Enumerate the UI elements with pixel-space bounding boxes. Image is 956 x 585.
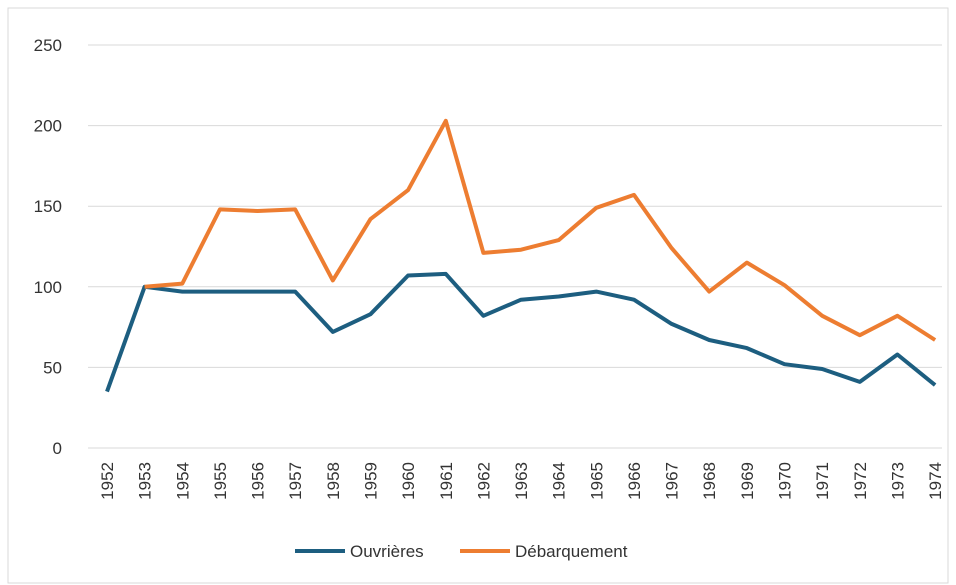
- legend-label: Débarquement: [515, 542, 628, 561]
- x-tick-label: 1957: [286, 462, 305, 500]
- y-tick-label: 100: [34, 278, 62, 297]
- chart-border: [7, 7, 949, 584]
- x-tick-label: 1964: [550, 462, 569, 500]
- x-tick-label: 1968: [700, 462, 719, 500]
- y-tick-label: 150: [34, 197, 62, 216]
- x-tick-label: 1954: [173, 462, 192, 500]
- x-tick-label: 1960: [399, 462, 418, 500]
- x-tick-label: 1953: [136, 462, 155, 500]
- x-tick-label: 1952: [98, 462, 117, 500]
- x-tick-label: 1962: [474, 462, 493, 500]
- series-line: [105, 271, 937, 393]
- x-tick-label: 1958: [324, 462, 343, 500]
- y-tick-label: 250: [34, 36, 62, 55]
- y-tick-label: 50: [43, 358, 62, 377]
- x-tick-label: 1963: [512, 462, 531, 500]
- legend-label: Ouvrières: [350, 542, 424, 561]
- x-tick-label: 1970: [776, 462, 795, 500]
- x-tick-label: 1969: [738, 462, 757, 500]
- x-tick-label: 1974: [926, 462, 945, 500]
- x-tick-label: 1955: [211, 462, 230, 500]
- x-tick-label: 1971: [813, 462, 832, 500]
- x-tick-label: 1965: [587, 462, 606, 500]
- y-tick-label: 0: [53, 439, 62, 458]
- x-tick-label: 1966: [625, 462, 644, 500]
- x-tick-label: 1973: [888, 462, 907, 500]
- x-tick-label: 1967: [663, 462, 682, 500]
- series-line: [144, 118, 937, 342]
- x-tick-label: 1972: [851, 462, 870, 500]
- x-tick-label: 1959: [361, 462, 380, 500]
- x-tick-label: 1961: [437, 462, 456, 500]
- x-tick-label: 1956: [249, 462, 268, 500]
- y-tick-label: 200: [34, 117, 62, 136]
